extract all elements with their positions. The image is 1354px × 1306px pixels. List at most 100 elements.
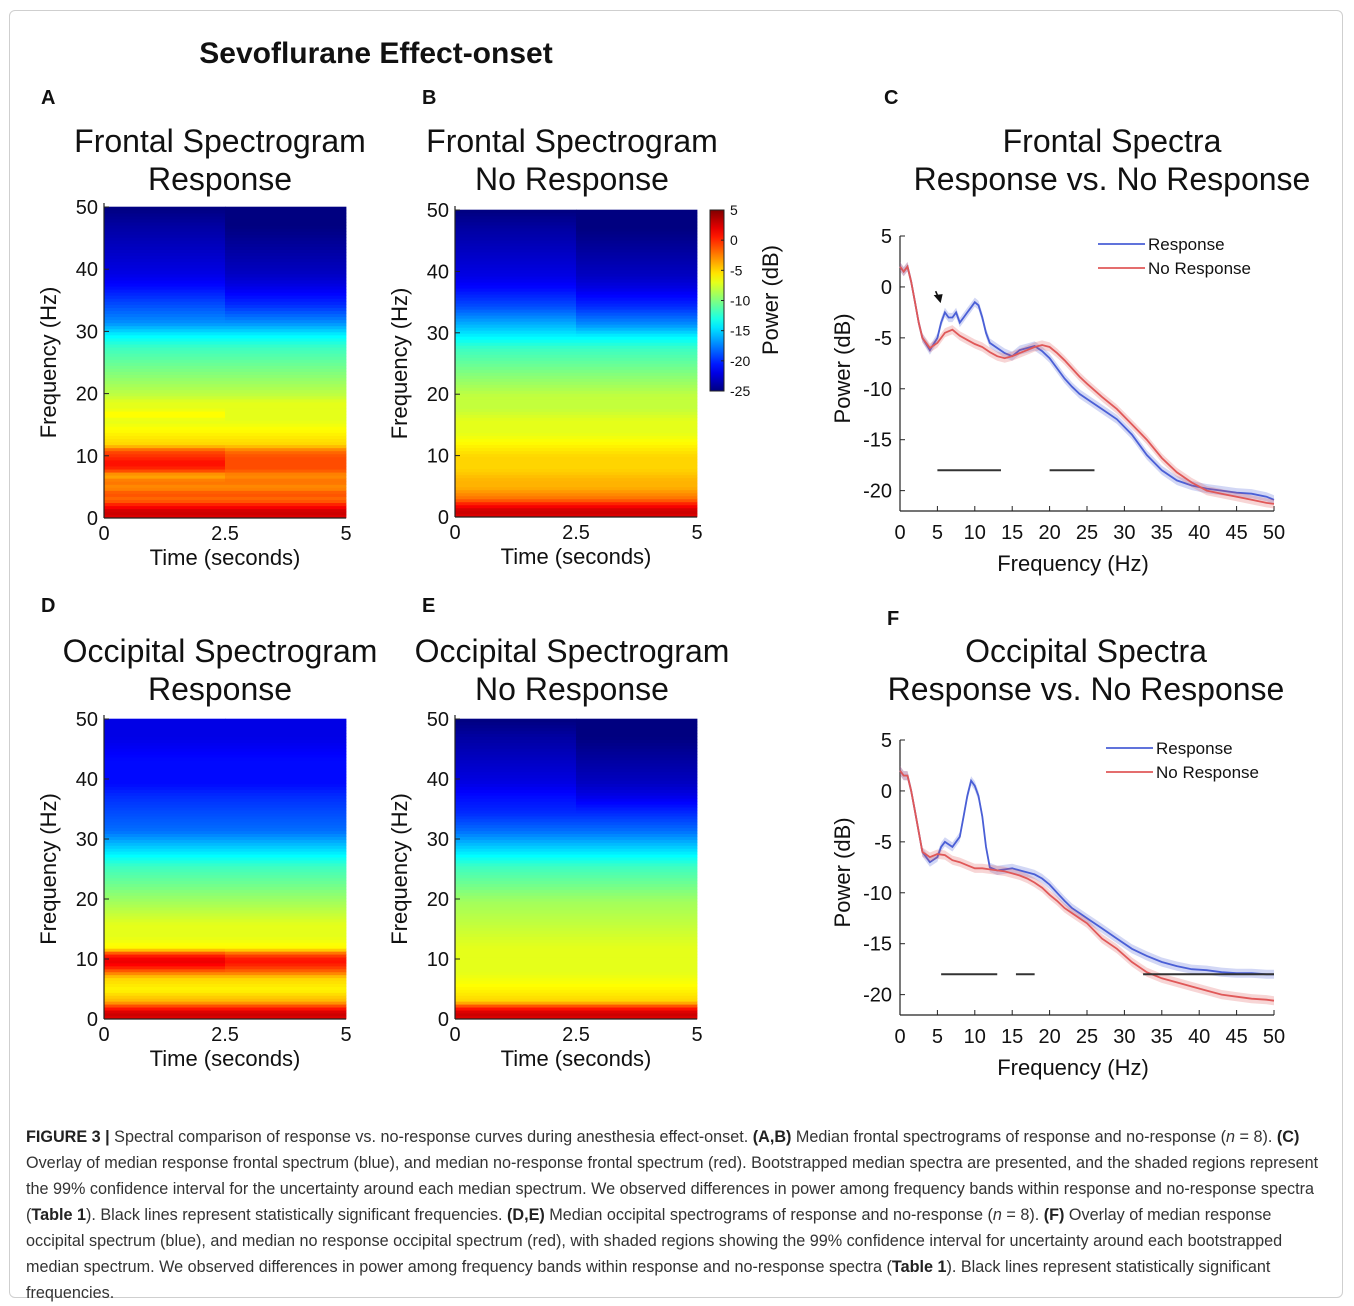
spectrogram-cell	[576, 233, 698, 238]
spectrogram-cell	[576, 821, 698, 826]
spectrogram-cell	[576, 239, 698, 244]
spectrogram-cell	[455, 953, 577, 958]
spectrogram-cell	[455, 871, 577, 876]
spectrogram-cell	[225, 206, 347, 211]
spectrogram-cell	[104, 868, 226, 873]
spectrogram-cell	[104, 959, 226, 964]
spectrogram-cell	[225, 508, 347, 513]
spectrogram-cell	[576, 989, 698, 993]
spectrogram-cell	[576, 354, 698, 358]
spectrogram-cell	[576, 998, 698, 1002]
spectrogram-cell	[225, 951, 347, 955]
spectrogram-cell	[576, 438, 698, 443]
spectrogram-cell	[455, 942, 577, 946]
spectrogram-cell	[576, 718, 698, 723]
spectrogram-cell	[576, 948, 698, 952]
panel-subtitle: Response	[148, 671, 292, 707]
spectrogram-cell	[225, 444, 347, 449]
spectrogram-cell	[455, 762, 577, 767]
x-tick-label: 2.5	[211, 1024, 239, 1046]
spectrogram-cell	[104, 414, 226, 418]
spectrogram-cell	[225, 450, 347, 455]
spectrogram-cell	[104, 892, 226, 896]
spectrogram-cell	[225, 301, 347, 305]
spectrogram-cell	[455, 378, 577, 382]
caption-table-ref: Table 1	[31, 1206, 86, 1224]
spectrogram-cell	[104, 848, 226, 852]
spectrogram-cell	[225, 753, 347, 758]
spectrogram-cell	[455, 971, 577, 976]
spectrogram-cell	[455, 480, 577, 485]
spectrogram-cell	[576, 360, 698, 364]
spectrogram-cell	[104, 282, 226, 287]
spectrogram-cell	[104, 824, 226, 829]
spectrogram-cell	[225, 798, 347, 802]
spectrogram-cell	[104, 441, 226, 446]
y-axis-label: Power (dB)	[830, 313, 855, 423]
spectrogram-cell	[225, 298, 347, 302]
spectrogram-cell	[576, 339, 698, 343]
spectrogram-cell	[104, 742, 226, 746]
spectrogram-cell	[104, 462, 226, 467]
spectrogram-cell	[455, 312, 577, 316]
spectrogram-cell	[104, 423, 226, 427]
spectrogram-cell	[104, 404, 226, 409]
spectrogram-cell	[104, 933, 226, 937]
spectrogram-cell	[225, 435, 347, 440]
spectrogram-cell	[455, 980, 577, 985]
x-axis-label: Time (seconds)	[150, 545, 301, 570]
spectrogram-cell	[576, 278, 698, 283]
panel-title: Frontal Spectra	[1003, 123, 1222, 159]
spectrogram-cell	[576, 272, 698, 277]
spectrogram-cell	[225, 992, 347, 996]
spectrogram-cell	[225, 889, 347, 893]
spectrogram-cell	[576, 507, 698, 512]
x-tick-label: 0	[449, 522, 460, 544]
spectrogram-cell	[104, 316, 226, 321]
spectrogram-cell	[455, 372, 577, 376]
spectrogram-cell	[225, 337, 347, 342]
spectrogram-cell	[225, 895, 347, 899]
y-tick-label: 30	[76, 321, 98, 343]
spectrogram-cell	[104, 995, 226, 999]
spectrogram-cell	[104, 980, 226, 985]
spectrogram-cell	[455, 724, 577, 729]
spectrogram-cell	[576, 429, 698, 434]
spectrogram-cell	[576, 765, 698, 770]
y-tick-label: 30	[76, 829, 98, 851]
spectrogram-cell	[576, 839, 698, 843]
spectrogram-cell	[455, 968, 577, 973]
spectrogram-cell	[225, 945, 347, 949]
spectrogram-cell	[455, 833, 577, 837]
spectrogram-cell	[576, 736, 698, 740]
spectrogram-cell	[104, 237, 226, 241]
spectrogram-cell	[455, 306, 577, 310]
spectrogram-cell	[576, 333, 698, 337]
spectrogram-cell	[104, 276, 226, 281]
spectrogram-cell	[104, 845, 226, 849]
spectrogram-cell	[225, 1001, 347, 1005]
spectrogram-cell	[576, 369, 698, 373]
spectrogram-cell	[576, 965, 698, 970]
spectrogram-cell	[225, 806, 347, 811]
spectrogram-cell	[104, 942, 226, 946]
spectrogram-cell	[225, 998, 347, 1002]
spectrogram-cell	[225, 340, 347, 345]
x-tick-label: 2.5	[562, 1024, 590, 1046]
spectrogram-cell	[576, 489, 698, 494]
spectrogram-cell	[225, 285, 347, 290]
spectrogram-cell	[455, 812, 577, 817]
spectrogram-cell	[104, 1012, 226, 1017]
spectrogram-cell	[104, 228, 226, 232]
spectrogram-cell	[104, 936, 226, 940]
figure-canvas: Sevoflurane Effect-onset A B C D E F Fro…	[36, 37, 1310, 1080]
y-tick-label: -5	[874, 832, 892, 854]
x-tick-label: 10	[964, 522, 986, 544]
spectrogram-cell	[576, 733, 698, 737]
spectrogram-cell	[104, 853, 226, 858]
x-tick-label: 50	[1263, 1026, 1285, 1048]
spectrogram-cell	[576, 818, 698, 823]
spectrogram-cell	[576, 435, 698, 440]
spectrogram-cell	[576, 468, 698, 473]
spectrogram-cell	[225, 765, 347, 770]
